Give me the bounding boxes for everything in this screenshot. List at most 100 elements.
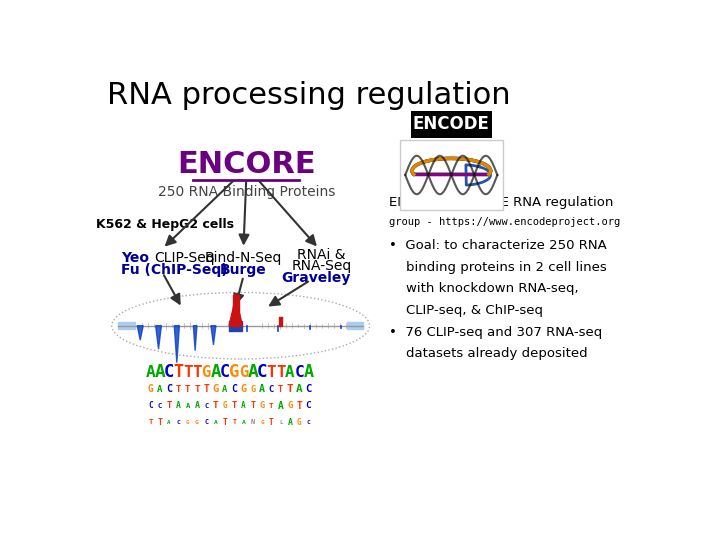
Text: A: A — [259, 384, 265, 394]
Text: G: G — [222, 401, 228, 410]
Text: RNA processing regulation: RNA processing regulation — [107, 82, 510, 111]
Text: binding proteins in 2 cell lines: binding proteins in 2 cell lines — [389, 261, 606, 274]
Text: A: A — [186, 403, 190, 409]
Text: T: T — [203, 384, 209, 394]
Text: T: T — [192, 365, 202, 380]
Text: T: T — [185, 384, 190, 394]
Text: C: C — [176, 420, 180, 425]
Text: T: T — [194, 384, 199, 394]
Bar — [400, 140, 503, 211]
Text: 250 RNA Binding Proteins: 250 RNA Binding Proteins — [158, 185, 335, 199]
Text: T: T — [233, 420, 236, 426]
Text: A: A — [214, 420, 217, 425]
Text: G: G — [287, 401, 293, 410]
Polygon shape — [138, 326, 143, 340]
Text: A: A — [222, 384, 228, 394]
Text: G: G — [259, 401, 265, 410]
Text: C: C — [307, 420, 310, 425]
Text: T: T — [251, 401, 256, 410]
Polygon shape — [174, 326, 179, 362]
Text: A: A — [194, 401, 199, 410]
Text: CLIP-seq, & ChIP-seq: CLIP-seq, & ChIP-seq — [389, 304, 543, 317]
Text: Fu (ChIP-Seq): Fu (ChIP-Seq) — [121, 263, 228, 277]
Text: A: A — [167, 420, 171, 425]
Text: •  Goal: to characterize 250 RNA: • Goal: to characterize 250 RNA — [389, 239, 606, 252]
Text: group - https://www.encodeproject.org: group - https://www.encodeproject.org — [389, 218, 620, 227]
Text: ENCORE: ENCORE — [177, 150, 315, 179]
Text: A: A — [241, 401, 246, 410]
Text: Yeo: Yeo — [121, 251, 149, 265]
Text: T: T — [269, 418, 274, 427]
Text: RNA-Seq: RNA-Seq — [292, 259, 351, 273]
Text: L: L — [279, 420, 282, 425]
Text: C: C — [204, 420, 208, 426]
Text: T: T — [266, 365, 276, 380]
Text: C: C — [231, 384, 237, 394]
Text: G: G — [202, 365, 211, 380]
Text: with knockdown RNA-seq,: with knockdown RNA-seq, — [389, 282, 578, 295]
Text: C: C — [166, 384, 172, 394]
Text: A: A — [304, 363, 314, 381]
Text: C: C — [269, 384, 274, 394]
Text: G: G — [229, 363, 239, 381]
Text: T: T — [232, 401, 237, 410]
Text: Graveley: Graveley — [282, 271, 351, 285]
Text: A: A — [287, 418, 292, 427]
Text: ENCORE: ENCODE RNA regulation: ENCORE: ENCODE RNA regulation — [389, 196, 613, 209]
Text: T: T — [222, 418, 228, 427]
Text: T: T — [212, 401, 218, 410]
Text: K562 & HepG2 cells: K562 & HepG2 cells — [96, 218, 233, 231]
Text: G: G — [260, 420, 264, 425]
Text: G: G — [250, 384, 256, 394]
Text: G: G — [212, 384, 219, 394]
Text: C: C — [158, 403, 162, 409]
Text: A: A — [145, 365, 156, 380]
Text: G: G — [240, 384, 246, 394]
Text: C: C — [306, 401, 311, 410]
Bar — [411, 111, 492, 138]
Text: Burge: Burge — [220, 263, 267, 277]
Text: A: A — [241, 420, 246, 425]
Text: A: A — [210, 363, 221, 381]
Text: G: G — [239, 365, 248, 380]
Polygon shape — [194, 326, 197, 350]
Text: A: A — [154, 363, 165, 381]
Text: T: T — [174, 363, 184, 381]
Text: Bind-N-Seq: Bind-N-Seq — [204, 251, 282, 265]
Text: T: T — [297, 401, 302, 411]
Text: T: T — [148, 420, 153, 426]
Text: T: T — [166, 401, 172, 410]
Polygon shape — [229, 293, 243, 326]
Text: A: A — [247, 363, 258, 381]
Polygon shape — [211, 326, 216, 345]
Text: A: A — [285, 365, 294, 380]
Text: ENCODE: ENCODE — [413, 115, 490, 133]
Text: A: A — [157, 384, 163, 394]
Text: T: T — [276, 365, 285, 380]
Text: T: T — [176, 384, 181, 394]
Text: RNAi &: RNAi & — [297, 248, 346, 262]
Text: C: C — [305, 384, 312, 394]
Text: T: T — [157, 418, 162, 427]
Text: G: G — [186, 420, 189, 425]
Text: •  76 CLIP-seq and 307 RNA-seq: • 76 CLIP-seq and 307 RNA-seq — [389, 326, 602, 339]
Polygon shape — [156, 326, 161, 349]
Text: N: N — [251, 420, 255, 426]
Text: datasets already deposited: datasets already deposited — [389, 347, 587, 360]
Text: C: C — [204, 403, 208, 409]
Text: CLIP-Seq: CLIP-Seq — [154, 251, 215, 265]
Text: A: A — [296, 384, 302, 394]
Text: A: A — [278, 401, 284, 411]
Text: T: T — [287, 384, 293, 394]
Text: C: C — [164, 363, 174, 381]
Text: C: C — [257, 363, 267, 381]
Text: G: G — [297, 418, 302, 427]
Text: T: T — [278, 384, 283, 394]
Text: C: C — [220, 363, 230, 381]
Text: T: T — [183, 365, 192, 380]
Text: C: C — [148, 401, 153, 410]
Text: C: C — [294, 365, 304, 380]
Text: T: T — [269, 403, 274, 409]
Text: G: G — [148, 384, 153, 394]
Text: G: G — [195, 420, 199, 425]
